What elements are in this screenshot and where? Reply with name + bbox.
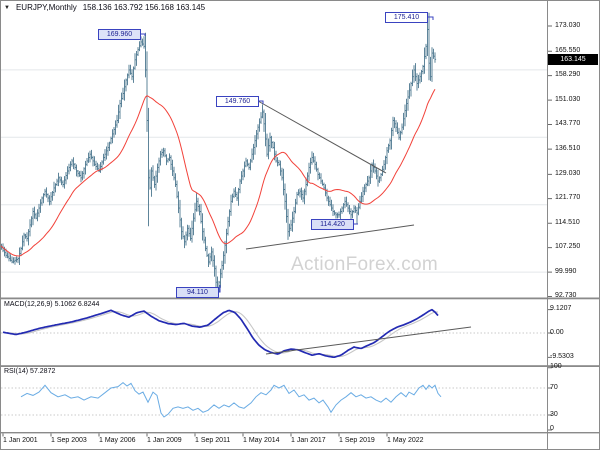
macd-indicator-label: MACD(12,26,9) 5.1062 6.8244 [4, 301, 100, 308]
symbol-dropdown-icon[interactable]: ▼ [4, 4, 10, 11]
price-axis-label: 121.770 [555, 194, 581, 202]
price-axis-label: 114.510 [555, 218, 580, 226]
current-price-tag: 163.145 [548, 53, 598, 65]
time-axis-label: 1 Jan 2017 [291, 437, 326, 444]
price-annotation-box[interactable]: 149.760 [216, 96, 259, 107]
panel-separator [1, 297, 599, 300]
macd-line [2, 308, 439, 359]
price-axis-label: 92.730 [555, 292, 577, 300]
time-axis-label: 1 May 2022 [387, 437, 424, 444]
macd-signal-line [2, 311, 439, 358]
annotation-connector[interactable] [259, 100, 264, 104]
price-annotation-box[interactable]: 114.420 [311, 219, 354, 230]
watermark: ActionForex.com [291, 254, 439, 275]
annotation-connector[interactable] [219, 285, 221, 293]
moving-average-line [1, 88, 436, 257]
rsi-axis-label: 0 [550, 425, 554, 432]
annotation-connector[interactable] [428, 16, 434, 20]
price-axis-label: 143.770 [555, 120, 581, 128]
price-axis-label: 151.030 [555, 95, 581, 103]
time-axis-label: 1 Sep 2019 [339, 437, 375, 444]
macd-axis-label: -9.5303 [550, 352, 574, 360]
price-annotation-box[interactable]: 94.110 [176, 287, 219, 298]
macd-axis-label: 0.00 [550, 328, 564, 336]
rsi-indicator-label: RSI(14) 57.2872 [4, 368, 56, 375]
price-axis-label: 158.290 [555, 71, 581, 79]
rsi-axis-label: 100 [550, 363, 562, 371]
rsi-axis-label: 70 [550, 383, 558, 391]
price-axis-label: 165.550 [555, 46, 581, 54]
price-axis-label: 107.250 [555, 243, 581, 251]
price-axis-label: 129.030 [555, 169, 581, 177]
time-axis-separator [1, 432, 599, 434]
time-axis-label: 1 Jan 2001 [3, 437, 38, 444]
price-axis-label: 173.030 [555, 21, 581, 29]
rsi-line [20, 381, 442, 418]
time-axis-label: 1 Sep 2003 [51, 437, 87, 444]
symbol-timeframe-label: EURJPY,Monthly [15, 3, 77, 12]
price-annotation-box[interactable]: 169.960 [98, 29, 141, 40]
macd-trendline[interactable] [265, 326, 472, 355]
time-axis-label: 1 May 2006 [99, 437, 136, 444]
time-axis-label: 1 Sep 2011 [195, 437, 231, 444]
annotation-connector[interactable] [141, 33, 146, 36]
time-axis-label: 1 May 2014 [243, 437, 280, 444]
ohlc-values: 158.136 163.792 156.168 163.145 [82, 3, 206, 12]
price-annotation-box[interactable]: 175.410 [385, 12, 428, 23]
rsi-axis-label: 30 [550, 410, 558, 418]
chart-title-row: ▼ EURJPY,Monthly 158.136 163.792 156.168… [4, 3, 205, 12]
panel-separator [1, 365, 599, 367]
price-axis-label: 99.990 [555, 267, 577, 275]
macd-axis-label: 9.1207 [550, 305, 572, 313]
price-bars-series [1, 12, 437, 293]
time-axis-label: 1 Jan 2009 [147, 437, 182, 444]
price-axis-label: 136.510 [555, 144, 581, 152]
price-trendline-1[interactable] [257, 100, 387, 174]
price-trendline-2[interactable] [245, 224, 415, 250]
